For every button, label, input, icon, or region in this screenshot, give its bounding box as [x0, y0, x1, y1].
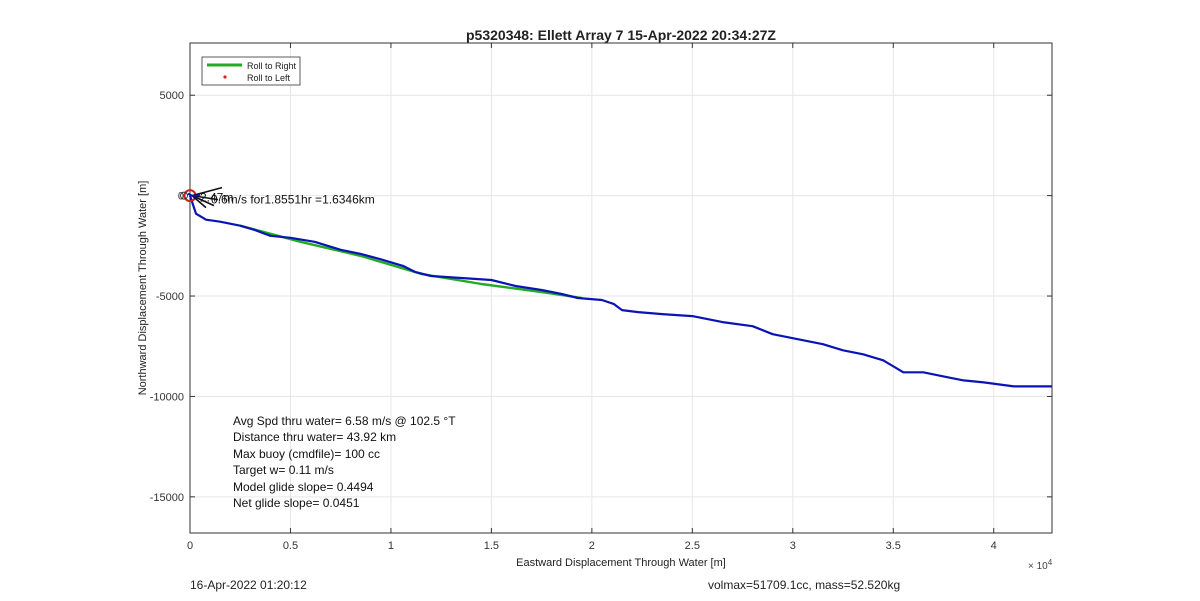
- x-tick-label: 3: [790, 540, 796, 552]
- stats-line-5: Model glide slope= 0.4494: [233, 480, 374, 494]
- drift-arrow: [191, 195, 207, 209]
- x-tick-label: 4: [991, 540, 997, 552]
- x-tick-label: 2: [589, 540, 595, 552]
- drift-label-overlap: 2.47m: [200, 191, 233, 205]
- grid: [189, 43, 1052, 533]
- legend: Roll to Right Roll to Left: [201, 56, 301, 86]
- legend-box: [201, 56, 301, 86]
- y-tick-label: -5000: [156, 291, 184, 303]
- drift-arrow: [191, 186, 223, 197]
- x-tick-label: 1: [388, 540, 394, 552]
- y-axis-label: Northward Displacement Through Water [m]: [137, 181, 149, 396]
- series-group: [188, 195, 1052, 388]
- x-axis-label: Eastward Displacement Through Water [m]: [516, 557, 726, 569]
- stats-line-6: Net glide slope= 0.0451: [233, 496, 360, 510]
- stats-line-1: Avg Spd thru water= 6.58 m/s @ 102.5 °T: [233, 414, 456, 428]
- plot-frame: [189, 42, 1053, 534]
- footer-timestamp: 16-Apr-2022 01:20:12: [190, 578, 307, 592]
- footer-volmax-mass: volmax=51709.1cc, mass=52.520kg: [708, 578, 901, 592]
- x-tick-label: 2.5: [685, 540, 700, 552]
- stats-line-4: Target w= 0.11 m/s: [233, 463, 334, 477]
- drift-label: 0.6m/s for1.8551hr =1.6346km: [211, 193, 375, 207]
- legend-label-roll-right: Roll to Right: [247, 61, 297, 71]
- svg-text:× 104: × 104: [1028, 558, 1053, 572]
- x-tick-label: 0: [187, 540, 193, 552]
- start-hook: [187, 192, 201, 197]
- chart-title: p5320348: Ellett Array 7 15-Apr-2022 20:…: [466, 27, 776, 43]
- x-exponent-base: × 10: [1028, 561, 1048, 572]
- y-tick-label: -15000: [150, 492, 184, 504]
- series-track-line: [188, 195, 1052, 388]
- x-exponent-power: 4: [1048, 558, 1053, 567]
- legend-label-roll-left: Roll to Left: [247, 73, 291, 83]
- series-roll-right-line: [239, 224, 582, 300]
- start-marker-small: [180, 191, 188, 200]
- y-tick-label: -10000: [150, 391, 184, 403]
- x-tick-label: 0.5: [283, 540, 298, 552]
- x-tick-label: 3.5: [886, 540, 901, 552]
- x-exponent: × 104: [1028, 558, 1053, 572]
- y-tick-label: 5000: [160, 90, 184, 102]
- drift-arrow: [191, 194, 215, 207]
- stats-line-2: Distance thru water= 43.92 km: [233, 430, 396, 444]
- stats-line-3: Max buoy (cmdfile)= 100 cc: [233, 447, 380, 461]
- legend-swatch-roll-left: [223, 75, 227, 79]
- x-tick-label: 1.5: [484, 540, 499, 552]
